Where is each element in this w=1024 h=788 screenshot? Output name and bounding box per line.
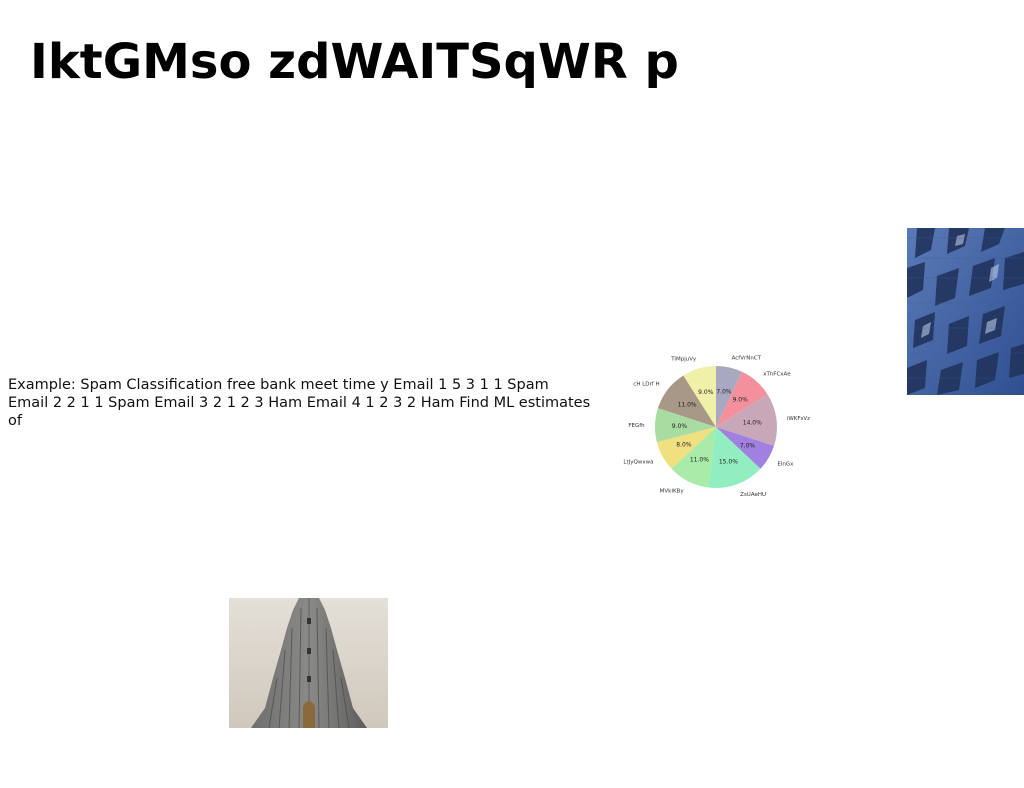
pie-percent-label: 7.0% <box>716 388 732 395</box>
pie-chart: 7.0%9.0%14.0%7.0%15.0%11.0%8.0%9.0%11.0%… <box>623 355 810 498</box>
pie-percent-labels: 7.0%9.0%14.0%7.0%15.0%11.0%8.0%9.0%11.0%… <box>672 388 762 465</box>
pie-category-label: FEGfh <box>628 423 645 429</box>
body-paragraph: Example: Spam Classification free bank m… <box>8 377 591 429</box>
pie-percent-label: 11.0% <box>690 457 709 464</box>
pie-category-label: ElnGx <box>777 461 794 467</box>
building-facade-photo <box>907 228 1024 395</box>
pie-slice <box>656 427 716 469</box>
pie-percent-label: 15.0% <box>719 458 738 465</box>
pie-percent-label: 9.0% <box>733 397 749 404</box>
pie-percent-label: 7.0% <box>740 443 756 450</box>
pie-slice <box>655 408 716 443</box>
pie-category-label: iWKFsVz <box>787 416 810 422</box>
pie-slices <box>655 366 777 488</box>
pie-category-labels: AcfVrNnCT xThFCxAe iWKFsVz ElnGx ZsUAeHU MVkI… <box>623 355 810 498</box>
page-title: IktGMso zdWAITSqWR p <box>30 34 679 90</box>
pie-percent-label: 11.0% <box>678 402 697 409</box>
pie-slice <box>716 394 777 446</box>
pie-category-label: LtJyQwxwa <box>623 459 653 465</box>
pie-slice <box>657 375 716 427</box>
pie-category-label: xThFCxAe <box>763 371 791 377</box>
pie-percent-label: 8.0% <box>676 442 692 449</box>
pie-category-label: cH LDrf H <box>633 381 659 387</box>
pie-percent-label: 9.0% <box>698 389 714 396</box>
pie-percent-label: 9.0% <box>672 423 688 430</box>
pie-category-label: MVkIKBy <box>660 489 685 495</box>
pie-slice <box>671 427 716 488</box>
church-tower-photo <box>229 598 388 728</box>
pie-category-label: ZsUAeHU <box>740 492 766 498</box>
pie-slice <box>716 366 742 427</box>
pie-slice <box>716 427 775 469</box>
pie-category-label: AcfVrNnCT <box>732 355 762 361</box>
pie-category-label: TiMpjuVy <box>670 356 697 362</box>
pie-slice <box>708 427 761 488</box>
pie-percent-label: 14.0% <box>743 419 762 426</box>
pie-slice <box>683 366 716 427</box>
pie-slice <box>716 371 768 427</box>
